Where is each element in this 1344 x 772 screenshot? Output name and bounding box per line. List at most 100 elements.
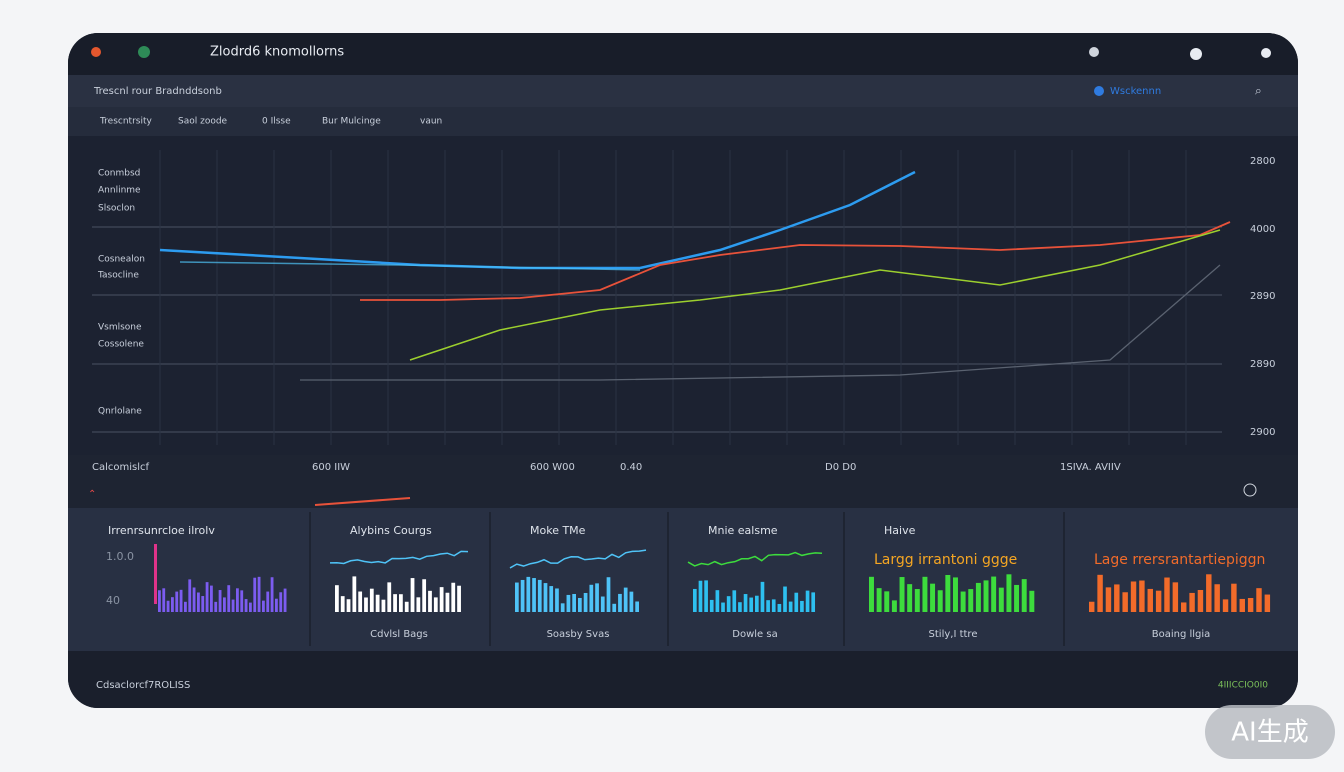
mini-bar bbox=[543, 583, 548, 612]
mini-bar bbox=[1147, 588, 1153, 612]
panel-caption: Soasby Svas bbox=[547, 629, 610, 640]
mini-line bbox=[329, 550, 469, 565]
mini-bar bbox=[998, 587, 1004, 612]
badge-icon bbox=[1094, 86, 1104, 96]
mini-bar bbox=[811, 592, 816, 612]
mini-bar bbox=[227, 585, 231, 612]
mini-bar bbox=[1206, 574, 1212, 612]
mini-bar bbox=[771, 599, 776, 612]
panel-caption: Boaing llgia bbox=[1152, 629, 1211, 640]
app-title: Zlodrd6 knomollorns bbox=[210, 45, 344, 60]
row-label: Annlinme bbox=[98, 186, 141, 196]
filter[interactable]: 0 Ilsse bbox=[262, 117, 291, 127]
mini-bar bbox=[240, 590, 244, 612]
mini-bar bbox=[457, 585, 461, 612]
panel-headline: Largg irrantoni ggge bbox=[874, 552, 1017, 568]
mini-bar bbox=[236, 588, 239, 612]
mini-bar bbox=[629, 591, 634, 612]
mini-bar bbox=[1247, 597, 1254, 612]
logo bbox=[91, 47, 101, 57]
mini-bar bbox=[346, 599, 351, 612]
mini-bar bbox=[439, 587, 444, 612]
mini-bar bbox=[428, 590, 432, 612]
alert: ⌃ bbox=[88, 489, 96, 500]
mini-bar bbox=[520, 579, 525, 612]
mini-bar bbox=[704, 580, 708, 612]
mini-bar bbox=[783, 586, 787, 612]
mini-bar bbox=[549, 586, 554, 612]
mini-bar bbox=[1097, 574, 1103, 612]
mini-bar bbox=[975, 582, 981, 612]
icon[interactable] bbox=[1089, 47, 1099, 57]
mini-bar bbox=[1231, 583, 1237, 612]
mini-bar bbox=[532, 578, 536, 612]
row-label: Slsoclon bbox=[98, 204, 135, 214]
mini-bar bbox=[937, 590, 943, 612]
mini-bar bbox=[375, 594, 380, 612]
mini-bar bbox=[1014, 584, 1020, 612]
icon[interactable] bbox=[1190, 48, 1202, 60]
filter[interactable]: vaun bbox=[420, 117, 442, 127]
mini-bar bbox=[184, 601, 187, 612]
line-blue bbox=[159, 170, 916, 270]
row-label: Vsmlsone bbox=[98, 323, 142, 333]
footer-right: 4IIICCIO0I0 bbox=[1218, 681, 1268, 691]
mini-bar bbox=[1130, 581, 1137, 612]
filter[interactable]: Saol zoode bbox=[178, 117, 228, 127]
mini-bar bbox=[537, 579, 542, 612]
badge[interactable]: Wsckennn bbox=[1110, 86, 1161, 97]
panel-title: Mnie ealsme bbox=[708, 524, 778, 537]
mini-bar bbox=[223, 597, 226, 612]
mini-trend bbox=[314, 497, 411, 506]
watermark: AI生成 bbox=[1231, 718, 1308, 748]
mini-bar bbox=[410, 578, 415, 612]
mini-bar bbox=[738, 602, 742, 612]
mini-bar bbox=[179, 589, 183, 612]
x-label: 0.40 bbox=[620, 462, 642, 473]
icon[interactable] bbox=[1243, 483, 1257, 497]
panel-title: Alybins Courgs bbox=[350, 524, 432, 537]
line-red bbox=[360, 221, 1231, 301]
mini-bar bbox=[693, 588, 697, 612]
mini-bar bbox=[555, 588, 559, 612]
mini-bar bbox=[794, 592, 799, 612]
filter[interactable]: Trescntrsity bbox=[99, 117, 153, 127]
mini-bar bbox=[566, 594, 571, 612]
mini-bar bbox=[369, 588, 374, 612]
mini-bar bbox=[1122, 592, 1128, 612]
mini-bar bbox=[755, 595, 759, 612]
mini-bar bbox=[618, 593, 622, 612]
mini-bar bbox=[1021, 579, 1027, 612]
mini-bar bbox=[635, 601, 639, 612]
x-label: 1SIVA. AVIIV bbox=[1060, 462, 1121, 473]
mini-bar bbox=[726, 596, 731, 612]
mini-bar bbox=[1105, 587, 1112, 612]
mini-bar bbox=[914, 589, 920, 612]
axis-label: 2890 bbox=[1250, 359, 1275, 370]
subheader bbox=[68, 75, 1298, 107]
mini-bar bbox=[393, 594, 397, 612]
panel-axis: 40 bbox=[106, 594, 120, 607]
mini-bar bbox=[257, 576, 261, 612]
axis-label: 2900 bbox=[1250, 427, 1275, 438]
mini-bar bbox=[270, 577, 274, 612]
mini-bar bbox=[399, 594, 403, 612]
mini-bar bbox=[358, 591, 363, 612]
mini-bar bbox=[1181, 602, 1187, 612]
line-gray bbox=[300, 264, 1221, 381]
axis-label: 4000 bbox=[1250, 224, 1275, 235]
mini-bar bbox=[715, 590, 720, 612]
mini-bar bbox=[945, 574, 951, 612]
mini-line bbox=[509, 549, 647, 569]
mini-bar bbox=[1256, 588, 1262, 612]
mini-bar bbox=[1214, 584, 1220, 612]
icon[interactable] bbox=[1261, 48, 1271, 58]
mini-bar bbox=[283, 588, 287, 612]
mini-bar bbox=[253, 577, 257, 612]
mini-bar bbox=[340, 596, 345, 612]
filter[interactable]: Bur Mulcinge bbox=[322, 117, 381, 127]
mini-bar bbox=[583, 592, 588, 612]
icon[interactable]: ⌕ bbox=[1255, 84, 1262, 98]
mini-bar bbox=[991, 576, 997, 612]
